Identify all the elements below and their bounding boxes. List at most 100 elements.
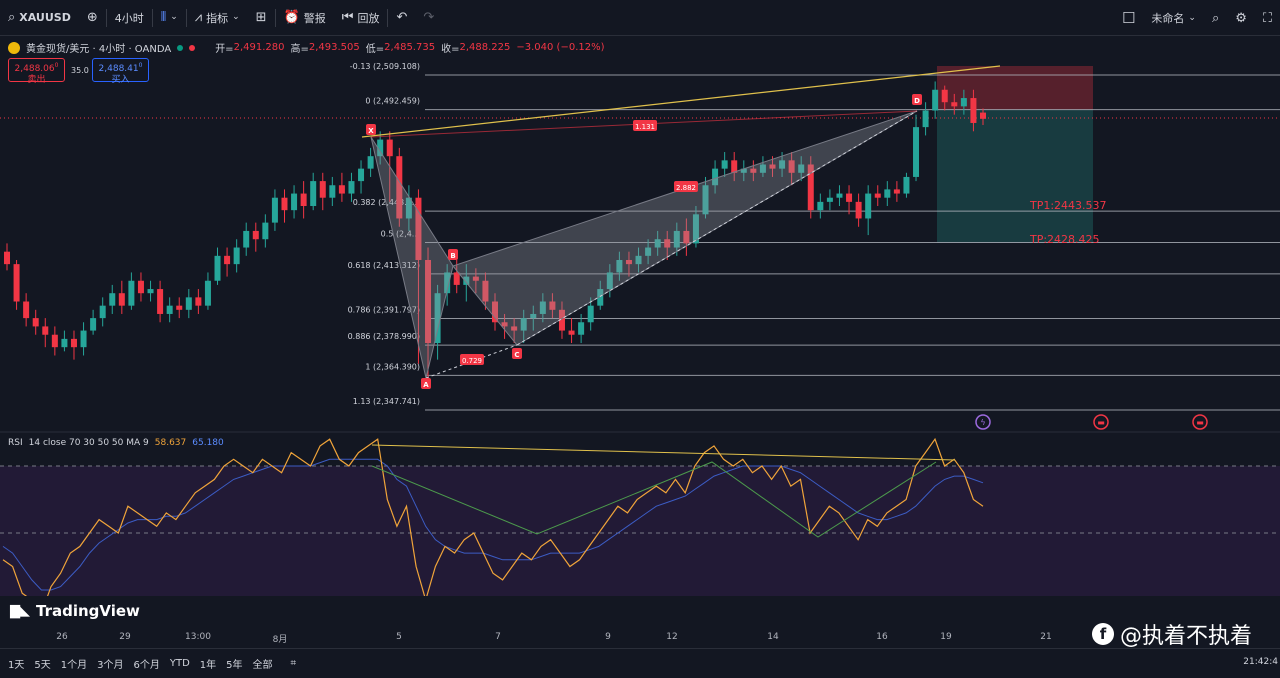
point-x-label-bg bbox=[366, 124, 376, 135]
symbol-title[interactable]: 黄金现货/美元 · 4小时 · OANDA bbox=[26, 44, 172, 55]
fib-label-4: 0.618 (2,413.312) bbox=[348, 261, 420, 270]
candle-body bbox=[51, 334, 58, 348]
chevron-down-icon: ⌄ bbox=[1188, 12, 1196, 23]
quick-search-button[interactable]: ⌕ bbox=[1204, 0, 1227, 36]
candle-body bbox=[453, 272, 460, 285]
point-c-label-bg bbox=[512, 348, 522, 359]
indicators-icon: ⩘ bbox=[194, 10, 203, 25]
price-chart[interactable]: -0.13 (2,509.108)0 (2,492.459)0.382 (2,4… bbox=[0, 36, 1280, 596]
data-status-icon bbox=[189, 44, 196, 51]
date-range-icon[interactable]: ⌗ bbox=[290, 658, 297, 669]
spread-value: 35.0 bbox=[71, 66, 89, 75]
candle-body bbox=[635, 255, 642, 265]
candle-body bbox=[319, 181, 326, 198]
range-button[interactable]: 5年 bbox=[226, 660, 243, 671]
candle-body bbox=[23, 301, 30, 319]
alert-button[interactable]: ⏰ 警报 bbox=[276, 0, 334, 36]
candle-body bbox=[788, 160, 795, 173]
sell-button[interactable]: 2,488.060 卖出 bbox=[8, 58, 65, 85]
point-c-label: C bbox=[514, 351, 519, 359]
redo-icon: ↷ bbox=[423, 10, 435, 25]
sell-price: 2,488.06 bbox=[14, 64, 55, 74]
rsi-ma-line bbox=[2, 458, 984, 591]
buy-price: 2,488.41 bbox=[98, 64, 139, 74]
range-button[interactable]: YTD bbox=[169, 658, 190, 669]
candle-body bbox=[128, 280, 135, 306]
rsi-legend[interactable]: RSI 14 close 70 30 50 50 MA 9 58.637 65.… bbox=[8, 438, 224, 448]
time-axis[interactable]: 26 29 13:00 8月 5 7 9 12 14 16 19 21 bbox=[0, 626, 1280, 646]
indicators-label: 指标 bbox=[206, 11, 229, 25]
candle-body bbox=[558, 309, 565, 331]
layout-button[interactable]: ☐ bbox=[1114, 0, 1143, 36]
candle-body bbox=[578, 322, 585, 335]
candle-body bbox=[70, 338, 77, 348]
chart-type-button[interactable]: ⫴ ⌄ bbox=[153, 0, 186, 36]
clock: 21:42:4 bbox=[1243, 657, 1278, 667]
candle-body bbox=[300, 193, 307, 207]
candle-body bbox=[779, 160, 786, 169]
range-button[interactable]: 6个月 bbox=[133, 660, 160, 671]
redo-button[interactable]: ↷ bbox=[415, 0, 442, 36]
divider bbox=[151, 8, 153, 27]
watermark-text: @执着不执着 bbox=[1120, 624, 1253, 649]
indicators-button[interactable]: ⩘ 指标 ⌄ bbox=[187, 0, 248, 36]
point-b-label: B bbox=[450, 252, 455, 260]
replay-button[interactable]: ⏮ 回放 bbox=[334, 0, 388, 36]
tp2-label: TP:2428.425 bbox=[1029, 233, 1100, 246]
sell-label: 卖出 bbox=[27, 75, 46, 85]
us-flag-event-icon-2-glyph: ▬ bbox=[1196, 418, 1204, 427]
candle-body bbox=[4, 251, 10, 265]
candle-body bbox=[836, 193, 843, 198]
range-button[interactable]: 1年 bbox=[199, 660, 217, 671]
candle-body bbox=[396, 156, 403, 219]
candle-body bbox=[32, 318, 39, 327]
candle-body bbox=[99, 305, 106, 319]
point-a-label-bg bbox=[421, 378, 431, 389]
undo-button[interactable]: ↶ bbox=[388, 0, 415, 36]
low-label: 低= bbox=[365, 44, 385, 55]
range-button[interactable]: 全部 bbox=[252, 660, 273, 671]
candle-body bbox=[903, 176, 910, 194]
interval-button[interactable]: 4小时 bbox=[107, 0, 152, 36]
templates-button[interactable]: ⊞ bbox=[248, 0, 275, 36]
buy-button[interactable]: 2,488.410 买入 bbox=[92, 58, 149, 85]
range-button[interactable]: 1个月 bbox=[60, 660, 88, 671]
symbol-search-button[interactable]: ⌕ XAUUSD bbox=[0, 0, 79, 36]
candle-body bbox=[386, 139, 393, 157]
zhihu-logo-icon: f bbox=[1092, 623, 1114, 645]
candle-body bbox=[692, 214, 699, 244]
candle-body bbox=[358, 168, 365, 182]
divider bbox=[274, 8, 276, 27]
layout-name-button[interactable]: 未命名 ⌄ bbox=[1143, 0, 1204, 36]
time-label: 13:00 bbox=[185, 632, 211, 642]
rsi-params: 14 close 70 30 50 50 MA 9 bbox=[28, 438, 149, 448]
gear-icon: ⚙ bbox=[1235, 10, 1247, 26]
symbol-label: XAUUSD bbox=[19, 11, 71, 24]
candle-body bbox=[425, 259, 432, 344]
buy-price-sup: 0 bbox=[138, 62, 143, 69]
candle-body bbox=[511, 326, 518, 331]
tradingview-logo[interactable]: ▇◣ TradingView bbox=[10, 602, 140, 620]
settings-button[interactable]: ⚙ bbox=[1227, 0, 1255, 36]
candle-body bbox=[970, 98, 977, 123]
dividend-event-icon-glyph: ϟ bbox=[980, 418, 985, 427]
candle-body bbox=[731, 160, 738, 173]
trend-line bbox=[361, 65, 1001, 138]
range-button[interactable]: 3个月 bbox=[97, 660, 124, 671]
candle-body bbox=[913, 127, 920, 177]
low-value: 2,485.735 bbox=[384, 42, 436, 53]
fullscreen-button[interactable]: ⛶ bbox=[1255, 0, 1280, 36]
candle-body bbox=[377, 139, 384, 157]
candle-body bbox=[807, 164, 814, 211]
candle-body bbox=[338, 185, 345, 194]
divider bbox=[185, 8, 187, 27]
undo-icon: ↶ bbox=[396, 10, 408, 25]
range-button[interactable]: 5天 bbox=[34, 660, 51, 671]
pattern-triangle-bcd bbox=[452, 110, 918, 346]
square-icon: ☐ bbox=[1121, 8, 1136, 27]
compare-button[interactable]: ⊕ bbox=[79, 0, 106, 36]
candle-body bbox=[606, 272, 613, 290]
candle-body bbox=[348, 181, 355, 194]
ratio-label-3: 1.131 bbox=[635, 123, 655, 131]
range-button[interactable]: 1天 bbox=[8, 660, 25, 671]
